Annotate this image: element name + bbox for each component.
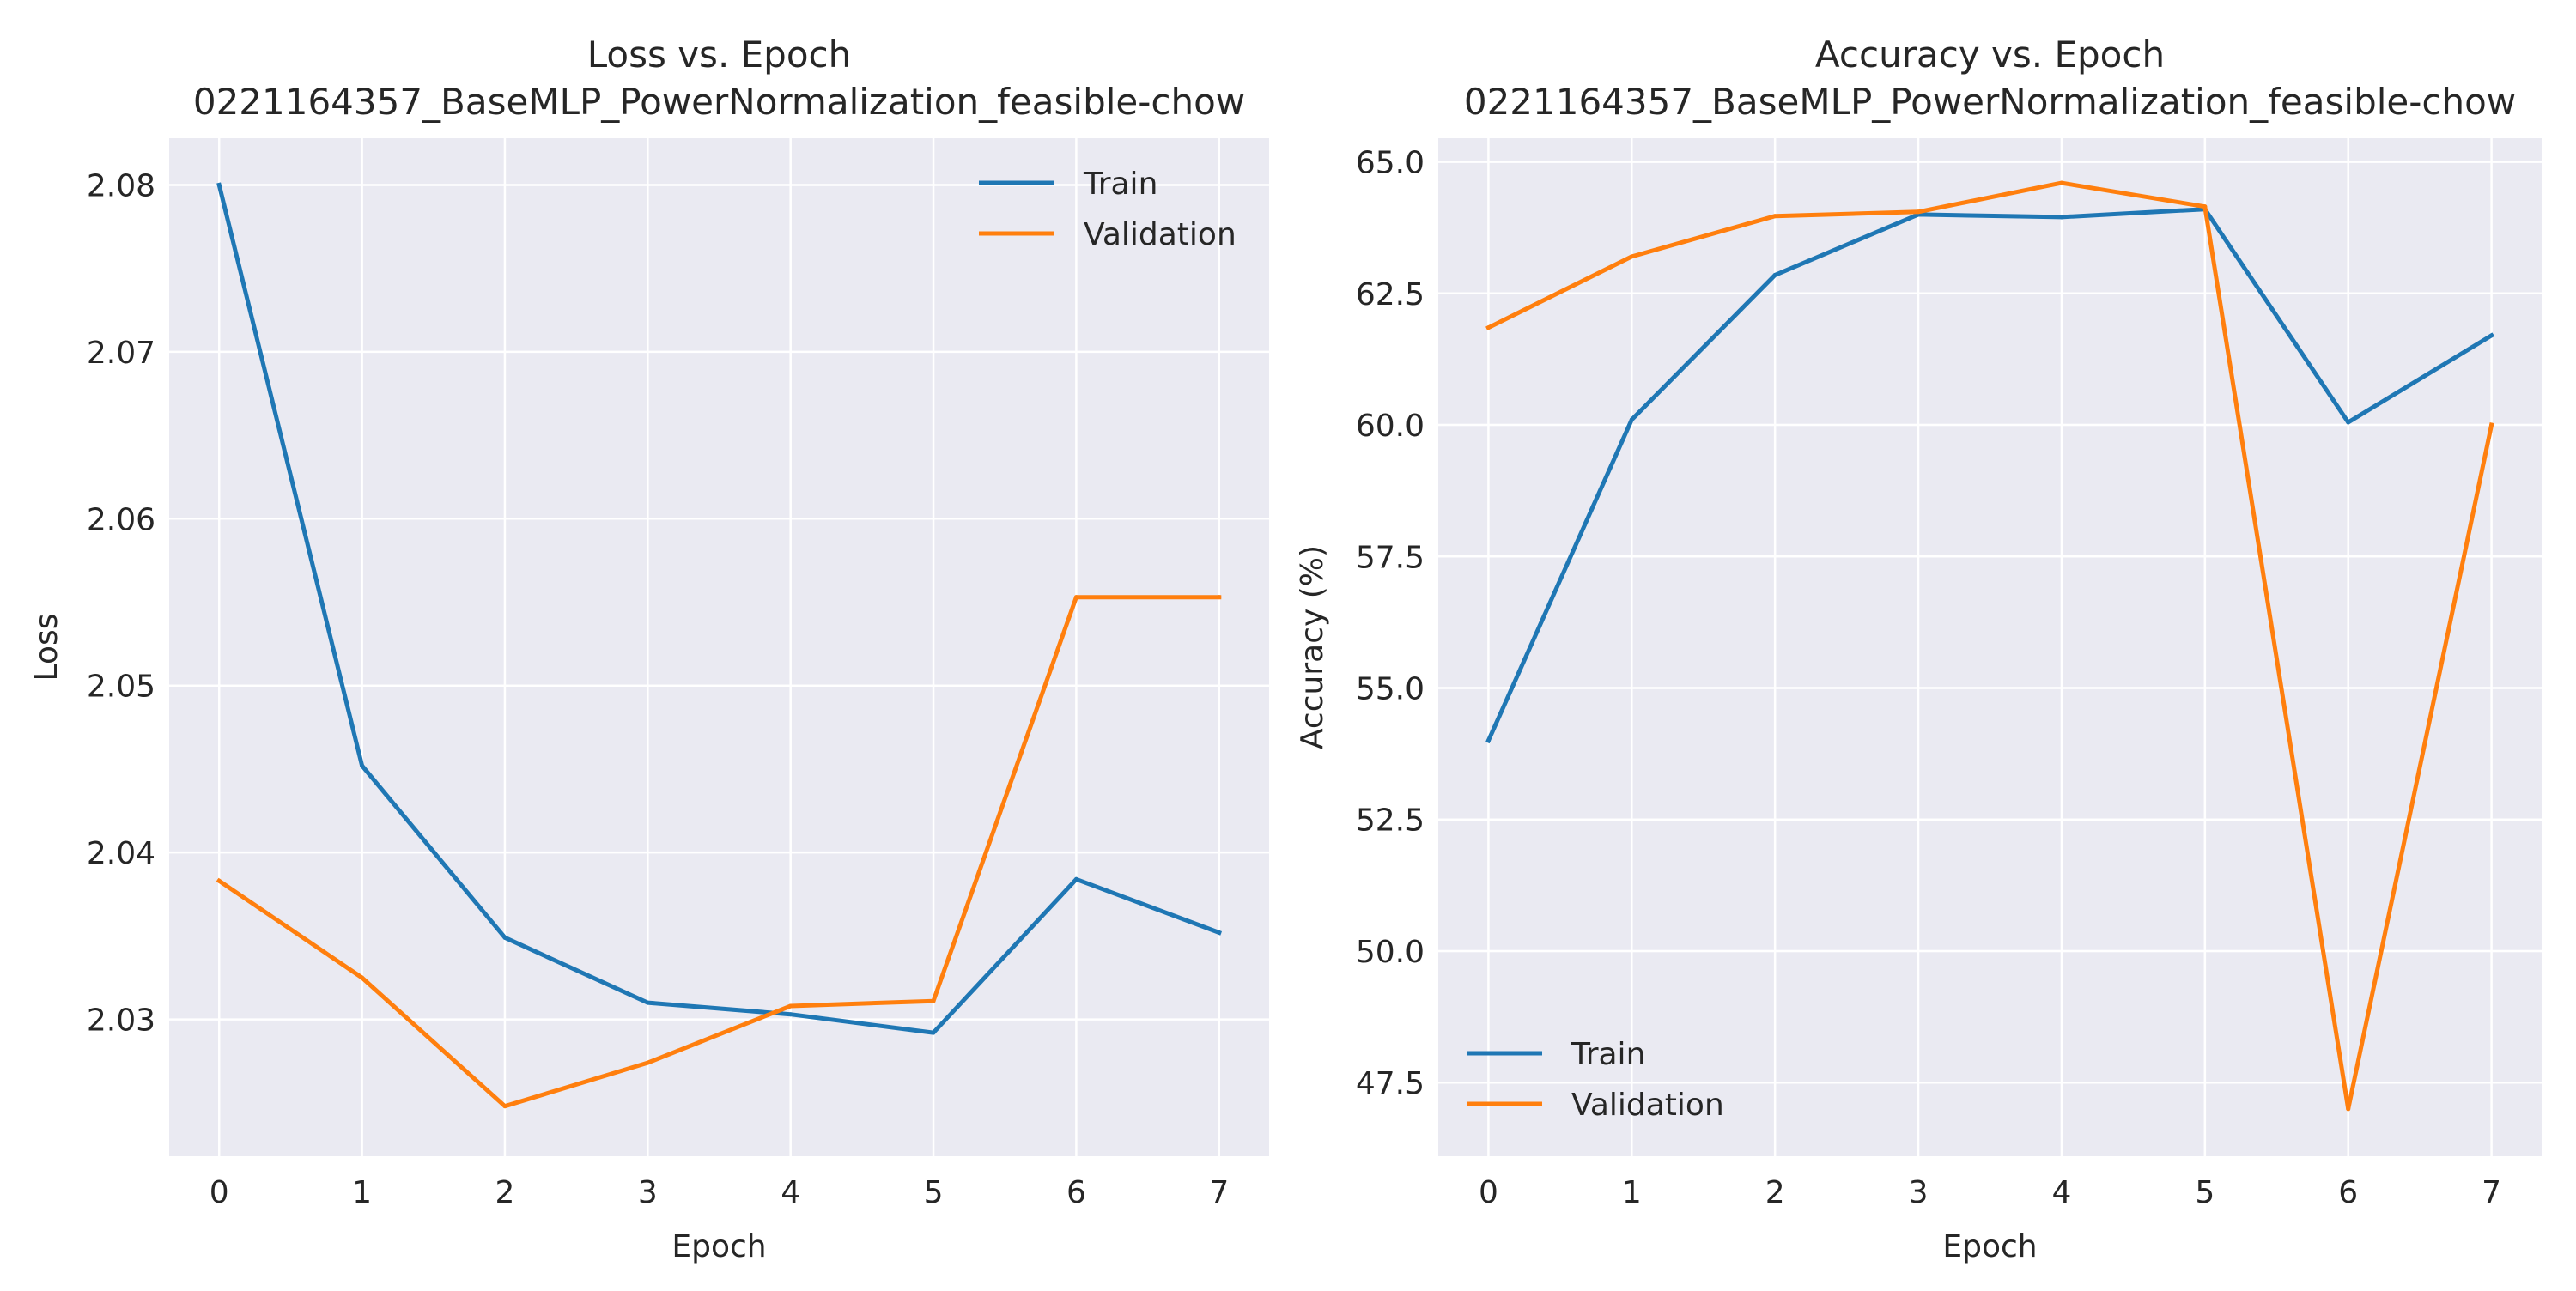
x-axis-label: Epoch [671,1229,766,1264]
data-point-train [2059,215,2064,220]
y-axis-label: Accuracy (%) [1295,545,1330,749]
y-tick-label: 2.05 [87,670,155,705]
x-tick-label: 2 [495,1175,515,1210]
x-tick-label: 7 [1209,1175,1229,1210]
data-point-validation [1485,325,1491,330]
x-tick-label: 3 [1909,1175,1929,1210]
x-tick-label: 7 [2482,1175,2501,1210]
data-point-train [1629,417,1634,422]
data-point-validation [2059,180,2064,185]
x-tick-label: 3 [638,1175,658,1210]
data-point-validation [1073,595,1078,600]
y-tick-label: 60.0 [1356,409,1425,444]
series-line-train [1485,207,2495,744]
x-tick-label: 1 [1622,1175,1642,1210]
series-line-validation [216,595,1222,1109]
data-point-validation [2489,422,2494,427]
y-tick-label: 57.5 [1356,540,1425,575]
data-point-validation [788,1003,793,1009]
chart-title: Accuracy vs. Epoch [1815,33,2165,76]
chart-0: 0 1 2 3 4 5 6 7 2.03 2.04 2.05 2.06 2.07 2.08 Epoch Los… [29,33,1269,1264]
data-point-train [216,182,222,187]
data-point-train [931,1030,936,1035]
y-tick-label: 50.0 [1356,935,1425,970]
y-tick-label: 55.0 [1356,672,1425,707]
x-tick-label: 6 [2338,1175,2358,1210]
x-tick-label: 1 [352,1175,372,1210]
gridlines [1438,138,2542,1156]
data-point-validation [1217,595,1222,600]
data-point-validation [216,878,222,883]
x-tick-label: 6 [1066,1175,1086,1210]
data-point-train [2346,420,2351,425]
x-tick-label: 4 [2051,1175,2071,1210]
gridlines [169,138,1269,1156]
legend: Train Validation [1467,1037,1724,1123]
legend-label-validation: Validation [1571,1088,1724,1123]
data-point-validation [1772,214,1777,219]
data-point-validation [1916,209,1921,215]
chart-1: 0 1 2 3 4 5 6 7 47.5 50.0 52.5 55.0 57.5 60.0 62.5 65.0… [1295,33,2542,1264]
y-tick-label: 65.0 [1356,146,1425,181]
data-point-train [502,935,507,940]
legend-label-validation: Validation [1084,217,1236,252]
data-point-train [645,1000,650,1005]
x-tick-label: 0 [210,1175,229,1210]
data-point-validation [2346,1106,2351,1112]
x-tick-label: 4 [781,1175,800,1210]
x-tick-label: 5 [2195,1175,2215,1210]
legend: Train Validation [979,167,1236,252]
chart-title: Loss vs. Epoch [587,33,852,76]
chart-subtitle: 0221164357_BaseMLP_PowerNormalization_fe… [193,81,1245,123]
x-tick-label: 5 [924,1175,944,1210]
y-tick-label: 2.06 [87,502,155,537]
data-point-validation [502,1104,507,1109]
data-point-train [1772,272,1777,277]
series-line-train [216,182,1223,1035]
plot-area [169,138,1269,1156]
y-tick-label: 2.03 [87,1003,155,1039]
x-axis-label: Epoch [1942,1229,2037,1264]
y-tick-label: 2.08 [87,168,155,203]
y-tick-label: 2.07 [87,336,155,371]
y-tick-label: 47.5 [1356,1066,1425,1101]
legend-label-train: Train [1571,1037,1645,1072]
data-point-validation [1629,254,1634,259]
data-point-validation [2202,204,2208,209]
data-point-train [1073,876,1078,882]
x-tick-label: 0 [1479,1175,1498,1210]
data-point-train [1485,738,1491,743]
y-tick-label: 62.5 [1356,277,1425,312]
data-point-validation [931,998,936,1003]
data-point-train [1217,930,1222,935]
series-line-validation [1485,180,2494,1112]
y-tick-label: 2.04 [87,836,155,871]
data-point-validation [360,975,365,980]
data-point-train [788,1012,793,1017]
chart-subtitle: 0221164357_BaseMLP_PowerNormalization_fe… [1464,81,2516,123]
y-tick-label: 52.5 [1356,803,1425,839]
data-point-validation [645,1060,650,1065]
data-point-train [2489,333,2494,338]
data-point-train [360,763,365,768]
x-tick-label: 2 [1765,1175,1785,1210]
legend-label-train: Train [1083,167,1157,202]
plot-area [1438,138,2542,1156]
y-axis-label: Loss [29,614,64,682]
